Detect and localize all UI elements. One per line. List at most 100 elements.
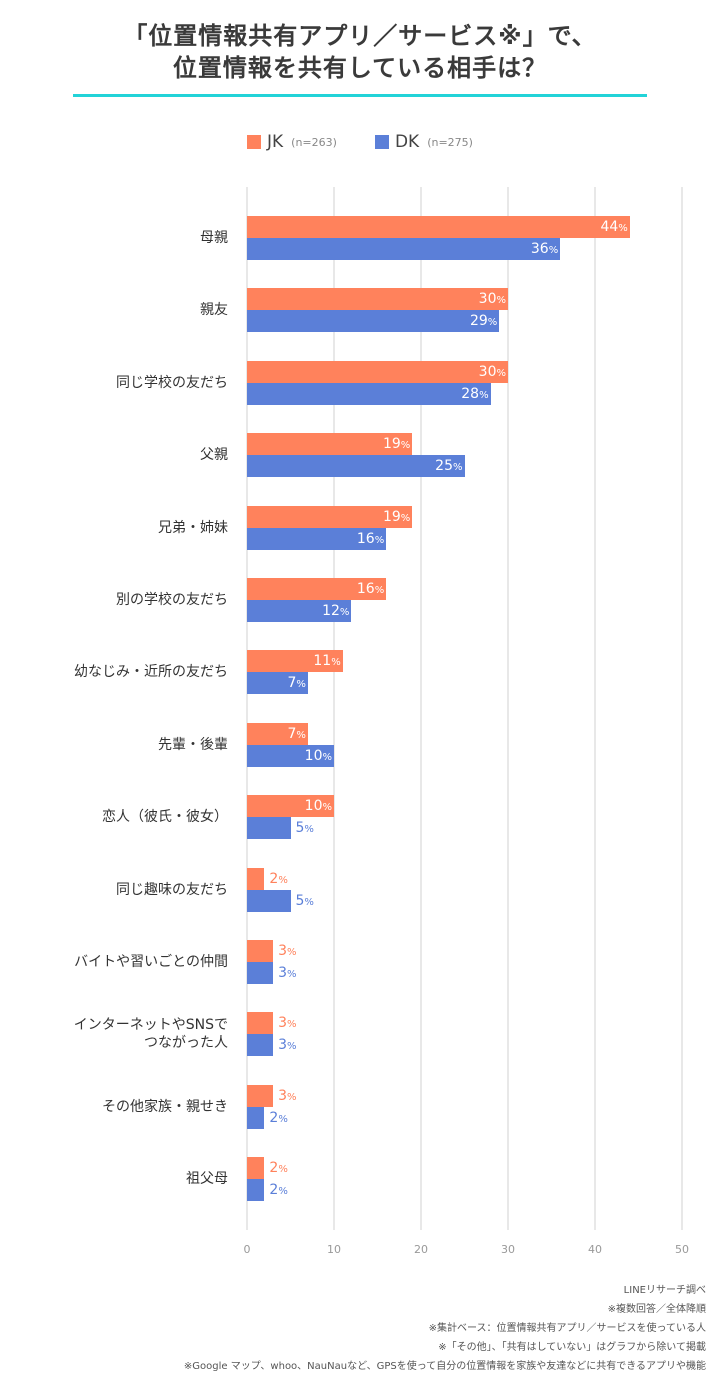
bar-jk	[247, 867, 265, 890]
category-label: 同じ学校の友だち	[116, 374, 228, 392]
value-number: 3	[278, 1087, 288, 1104]
value-suffix: %	[548, 245, 559, 256]
value-number: 16	[356, 530, 375, 547]
value-suffix: %	[287, 969, 297, 980]
bar-dk	[247, 455, 465, 478]
gridline	[420, 187, 422, 1230]
bar-jk	[247, 795, 334, 818]
category-label: インターネットやSNSで つながった人	[74, 1016, 228, 1052]
value-number: 5	[295, 892, 305, 909]
gridline	[507, 187, 509, 1230]
bar-jk	[247, 578, 387, 600]
category-label: 父親	[200, 446, 228, 464]
value-number: 7	[287, 675, 297, 692]
category-label-line: 母親	[200, 230, 228, 246]
category-label-line: 兄弟・姉妹	[158, 519, 228, 536]
category-label: 母親	[200, 229, 228, 247]
category-label: バイトや習いごとの仲間	[74, 953, 228, 971]
legend-item-jk: JK (n=263)	[247, 132, 337, 152]
x-axis-tick-label: 10	[327, 1243, 341, 1256]
value-number: 11	[313, 653, 332, 670]
bar-dk	[247, 238, 561, 260]
bar-dk	[247, 889, 291, 912]
value-label-dk: 25%	[435, 455, 462, 479]
legend-label-jk: JK	[267, 132, 284, 152]
category-label-line: 同じ学校の友だち	[116, 374, 228, 391]
value-number: 29	[469, 313, 488, 330]
bar-jk	[247, 1084, 274, 1107]
value-label-dk: 10%	[305, 745, 332, 769]
value-suffix: %	[287, 1041, 297, 1053]
value-label-jk: 3%	[278, 1012, 296, 1036]
value-suffix: %	[618, 223, 628, 234]
value-label-jk: 7%	[287, 723, 305, 747]
legend-swatch-dk-icon	[374, 135, 389, 149]
legend-item-dk: DK (n=275)	[374, 132, 473, 152]
value-number: 30	[478, 363, 497, 380]
category-label: 先輩・後輩	[158, 736, 228, 754]
value-number: 3	[278, 1037, 288, 1054]
value-suffix: %	[304, 824, 314, 836]
value-number: 36	[530, 241, 549, 257]
value-suffix: %	[339, 607, 350, 618]
bar-dk	[247, 817, 291, 840]
value-suffix: %	[322, 751, 332, 763]
x-axis-tick-label: 30	[501, 1243, 515, 1256]
bar-jk	[247, 505, 413, 528]
value-label-jk: 30%	[479, 361, 506, 385]
footnote-line: ※「その他」、「共有はしていない」はグラフから除いて掲載	[438, 1342, 706, 1353]
value-suffix: %	[287, 1019, 297, 1031]
category-label: その他家族・親せき	[102, 1098, 228, 1116]
value-number: 7	[287, 725, 297, 742]
legend-n-jk: (n=263)	[291, 135, 337, 149]
x-axis-tick-label: 0	[243, 1243, 251, 1256]
value-label-dk: 16%	[357, 528, 384, 552]
value-number: 19	[382, 436, 401, 453]
value-number: 2	[269, 1109, 279, 1126]
chart-title-line1: 「位置情報共有アプリ／サービス※」で、	[123, 22, 597, 50]
bar-dk	[247, 1106, 265, 1129]
value-suffix: %	[287, 947, 297, 958]
category-label-line: 恋人（彼氏・彼女）	[102, 809, 228, 826]
value-number: 10	[304, 747, 323, 764]
value-label-jk: 30%	[479, 288, 506, 312]
value-label-jk: 19%	[383, 433, 410, 457]
value-number: 2	[269, 1160, 279, 1177]
value-label-jk: 3%	[278, 1085, 296, 1109]
value-suffix: %	[331, 657, 341, 669]
value-suffix: %	[400, 512, 411, 524]
gridline	[246, 187, 248, 1230]
value-suffix: %	[278, 1113, 288, 1125]
category-label: 幼なじみ・近所の友だち	[74, 663, 228, 681]
category-label-line: インターネットやSNSで	[73, 1017, 228, 1034]
value-suffix: %	[496, 367, 506, 379]
value-label-jk: 3%	[278, 940, 296, 964]
bar-dk	[247, 962, 274, 984]
category-label-line: 親友	[200, 302, 228, 319]
category-label-line: その他家族・親せき	[102, 1098, 228, 1115]
bar-jk	[247, 288, 508, 311]
value-suffix: %	[496, 295, 506, 307]
value-label-dk: 3%	[278, 1034, 296, 1058]
category-label: 兄弟・姉妹	[158, 519, 228, 537]
footnote-line: ※Google マップ、whoo、NauNauなど、GPSを使って自分の位置情報…	[183, 1361, 706, 1372]
value-suffix: %	[374, 585, 385, 596]
bar-jk	[247, 216, 630, 238]
legend-n-dk: (n=275)	[427, 135, 473, 149]
bar-jk	[247, 433, 413, 456]
bar-jk	[247, 360, 508, 383]
bar-dk	[247, 382, 491, 405]
value-suffix: %	[278, 1164, 288, 1176]
bar-dk	[247, 1034, 274, 1057]
value-label-dk: 7%	[287, 672, 305, 696]
category-label: 恋人（彼氏・彼女）	[102, 808, 228, 826]
value-label-dk: 36%	[531, 238, 558, 262]
value-number: 3	[278, 1015, 288, 1032]
category-label: 別の学校の友だち	[116, 591, 228, 609]
category-label-line: 祖父母	[186, 1171, 228, 1188]
bar-dk	[247, 527, 387, 550]
footnote-line: ※集計ベース：位置情報共有アプリ／サービスを使っている人	[428, 1323, 706, 1334]
value-number: 2	[269, 870, 279, 887]
legend-label-dk: DK	[394, 132, 420, 152]
value-suffix: %	[296, 729, 306, 741]
